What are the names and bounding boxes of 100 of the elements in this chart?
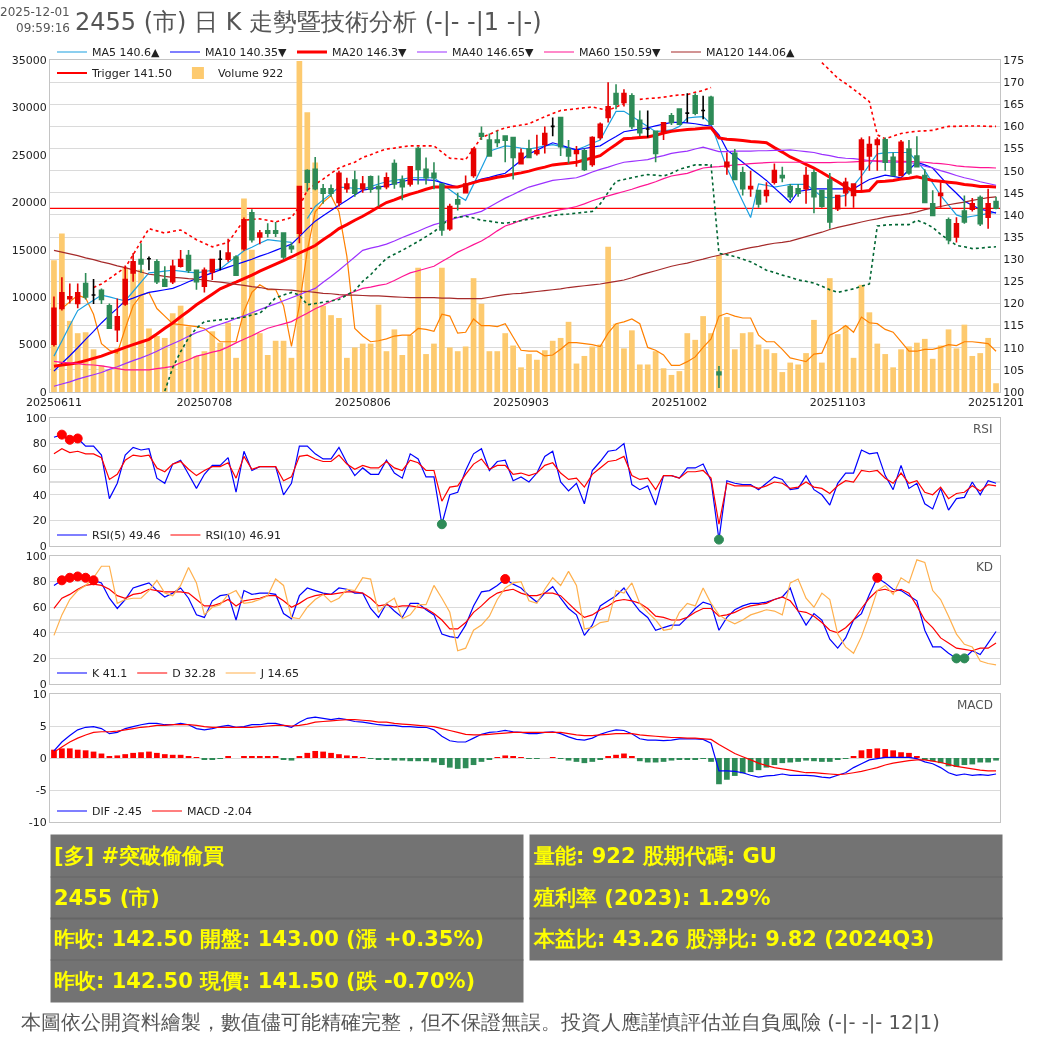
candlestick <box>185 249 192 274</box>
candlestick <box>969 197 976 213</box>
candlestick <box>922 168 928 204</box>
bar <box>890 367 896 392</box>
y-tick-label: 110 <box>1003 341 1025 355</box>
bar <box>795 758 801 762</box>
candlestick <box>193 269 200 291</box>
bar <box>431 758 437 763</box>
candlestick <box>708 95 714 126</box>
candlestick <box>67 282 73 305</box>
y-tick-label: 80 <box>32 437 47 451</box>
bar <box>494 351 501 392</box>
bar <box>724 317 730 392</box>
bar <box>811 758 817 762</box>
bar <box>874 343 881 392</box>
bar <box>636 364 643 392</box>
bar <box>993 758 999 761</box>
candlestick <box>597 121 603 141</box>
x-tick-label: 20251103 <box>809 396 866 410</box>
y-tick-label: 40 <box>32 488 47 502</box>
bar <box>169 754 176 758</box>
bar <box>264 355 271 392</box>
bar <box>344 755 350 758</box>
legend-label: D 32.28 <box>172 667 216 681</box>
bar <box>819 758 825 762</box>
bar <box>122 754 129 758</box>
bar <box>629 330 635 392</box>
x-tick-label: 20250708 <box>176 396 233 410</box>
point <box>56 429 67 440</box>
candlestick <box>652 130 659 164</box>
y-tick-label: 175 <box>1003 53 1025 67</box>
candlestick <box>320 183 326 205</box>
bar <box>154 752 160 758</box>
point <box>713 534 724 545</box>
point <box>72 571 83 582</box>
candlestick <box>177 249 184 269</box>
candlestick <box>842 176 849 208</box>
legend-label: MA20 146.3▼ <box>332 46 407 60</box>
y2-tick-label: 25000 <box>11 148 47 162</box>
candlestick <box>929 189 936 217</box>
candlestick <box>272 221 279 238</box>
text: 昨收: 142.50 開盤: 143.00 (漲 +0.35%) <box>54 926 485 951</box>
candlestick <box>249 208 255 244</box>
candlestick <box>241 216 247 252</box>
bar <box>146 751 152 758</box>
y-tick-label: 120 <box>1003 297 1025 311</box>
y-tick-label: 145 <box>1003 186 1025 200</box>
candlestick <box>478 125 485 141</box>
candlestick <box>906 139 912 176</box>
text: 09:59:16 <box>16 21 70 35</box>
candlestick <box>890 151 896 177</box>
candlestick <box>819 189 825 209</box>
y-tick-label: 140 <box>1003 208 1025 222</box>
bar <box>613 323 619 392</box>
candlestick <box>644 109 651 139</box>
bar <box>502 333 509 392</box>
bar <box>739 758 746 774</box>
x-tick-label: 20251002 <box>651 396 708 410</box>
bar <box>415 267 421 392</box>
y2-tick-label: 35000 <box>11 53 47 67</box>
bar <box>82 750 89 758</box>
bar <box>423 354 429 392</box>
bar <box>249 249 255 392</box>
bar <box>161 754 168 758</box>
bar <box>534 359 540 392</box>
candlestick <box>74 282 81 310</box>
candlestick <box>154 258 160 285</box>
bar <box>549 340 556 392</box>
legend-label: K 41.1 <box>92 667 128 681</box>
y-tick-label: 155 <box>1003 142 1025 156</box>
candlestick <box>217 249 223 272</box>
candlestick <box>462 174 469 194</box>
point <box>500 574 511 585</box>
bar <box>731 349 738 392</box>
bar <box>613 754 619 758</box>
point <box>80 572 91 583</box>
line-series <box>163 164 997 392</box>
bar <box>391 758 398 761</box>
y-tick-label: 60 <box>32 463 47 477</box>
bar <box>858 750 865 758</box>
bar <box>320 305 326 392</box>
y-tick-label: -10 <box>28 815 47 829</box>
candlestick <box>993 195 999 210</box>
bar <box>621 348 627 392</box>
text: 量能: 922 股期代碼: GU <box>533 843 777 868</box>
bar <box>724 758 730 780</box>
y-tick-label: 165 <box>1003 98 1025 112</box>
y-tick-label: 170 <box>1003 75 1025 89</box>
bar <box>344 357 350 392</box>
candlestick <box>874 136 881 172</box>
candlestick <box>953 216 960 244</box>
bar <box>446 347 453 392</box>
chart-title: KD <box>976 560 994 574</box>
bar <box>510 345 516 392</box>
candlestick <box>613 83 619 110</box>
bar <box>161 337 168 392</box>
candlestick <box>106 302 113 330</box>
candlestick <box>359 175 366 194</box>
bar <box>700 316 706 392</box>
x-tick-label: 20251201 <box>968 396 1025 410</box>
